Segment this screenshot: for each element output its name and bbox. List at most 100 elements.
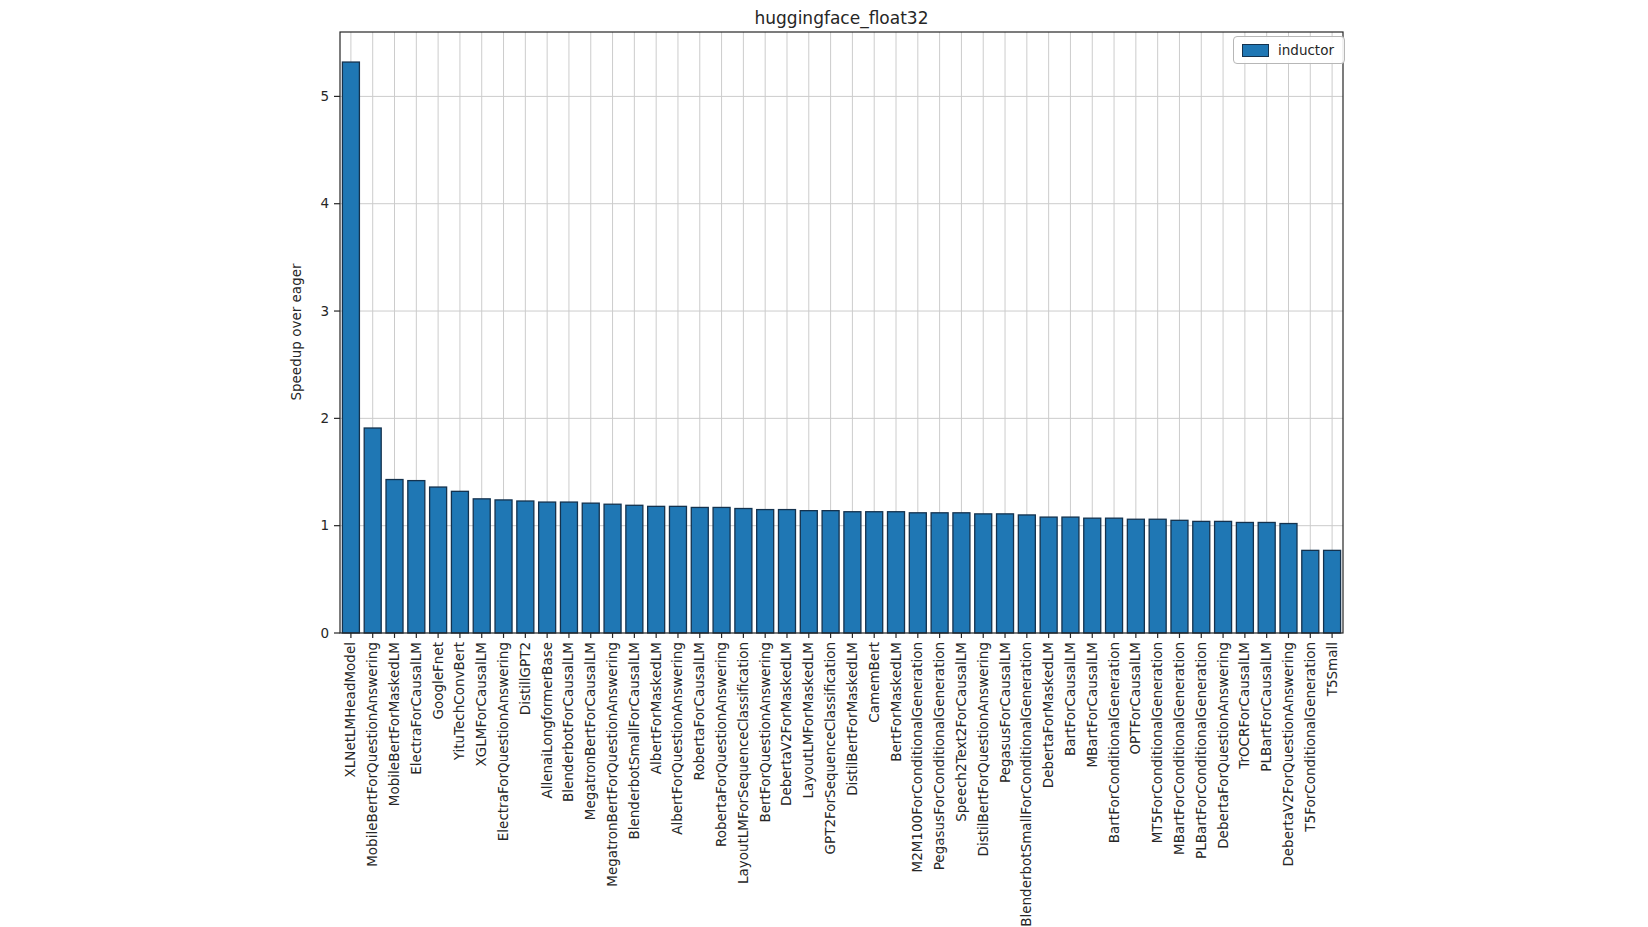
x-tick-label: M2M100ForConditionalGeneration [909, 642, 925, 873]
chart-title: huggingface_float32 [340, 8, 1343, 28]
x-tick-label: PLBartForConditionalGeneration [1193, 642, 1209, 859]
y-tick-label: 3 [320, 303, 329, 319]
bar [1236, 522, 1253, 633]
bar [822, 511, 839, 633]
legend-label: inductor [1278, 42, 1334, 58]
x-tick-label: BartForConditionalGeneration [1106, 642, 1122, 843]
x-tick-label: DebertaV2ForMaskedLM [778, 642, 794, 806]
bar [495, 500, 512, 633]
bar [408, 481, 425, 633]
x-tick-label: XGLMForCausalLM [473, 642, 489, 766]
x-tick-label: T5Small [1324, 642, 1340, 697]
bar-chart: 0 1 2 3 4 5 XLNetLMHeadModel MobileBertForQuest… [0, 0, 1648, 927]
bar [669, 506, 686, 633]
bar [604, 504, 621, 633]
y-axis-label: Speedup over eager [288, 263, 304, 400]
bar [909, 513, 926, 633]
bar [713, 507, 730, 633]
bar [1127, 519, 1144, 633]
bar [975, 514, 992, 633]
x-tick-label: LayoutLMForMaskedLM [800, 642, 816, 799]
x-tick-label: DebertaForQuestionAnswering [1215, 642, 1231, 849]
x-tick-label: ElectraForQuestionAnswering [495, 642, 511, 841]
x-tick-label: AlbertForMaskedLM [648, 642, 664, 774]
x-tick-label: PegasusForConditionalGeneration [931, 642, 947, 870]
bar [430, 487, 447, 633]
bar [517, 501, 534, 633]
bar [735, 509, 752, 633]
x-tick-label: BlenderbotSmallForConditionalGeneration [1018, 642, 1034, 927]
bar [800, 511, 817, 633]
bar [648, 506, 665, 633]
bar [451, 491, 468, 633]
bar [1280, 524, 1297, 633]
bar [473, 499, 490, 633]
x-tick-label: PLBartForCausalLM [1258, 642, 1274, 772]
x-tick-label: BartForCausalLM [1062, 642, 1078, 756]
bar [1040, 517, 1057, 633]
x-tick-label: AllenaiLongformerBase [539, 642, 555, 799]
x-tick-label: YituTechConvBert [451, 642, 467, 761]
x-tick-label: BertForMaskedLM [888, 642, 904, 762]
x-tick-label: PegasusForCausalLM [997, 642, 1013, 783]
x-tick-label: GPT2ForSequenceClassification [822, 642, 838, 854]
bar [997, 514, 1014, 633]
bar [931, 513, 948, 633]
x-tick-label: RobertaForQuestionAnswering [713, 642, 729, 847]
y-tick-label: 0 [320, 625, 329, 641]
x-tick-label: DistilBertForQuestionAnswering [975, 642, 991, 856]
x-tick-label: CamemBert [866, 642, 882, 723]
y-tick-label: 1 [320, 517, 329, 533]
x-tick-label: BlenderbotForCausalLM [560, 642, 576, 802]
bar [1106, 518, 1123, 633]
legend: inductor [1233, 36, 1345, 64]
x-tick-label: BertForQuestionAnswering [757, 642, 773, 822]
x-tick-label: Speech2Text2ForCausalLM [953, 642, 969, 822]
bar [1193, 521, 1210, 633]
bar [1302, 550, 1319, 633]
x-tick-label: MegatronBertForCausalLM [582, 642, 598, 820]
bar [1324, 550, 1341, 633]
x-tick-label: MobileBertForQuestionAnswering [364, 642, 380, 867]
bar [364, 428, 381, 633]
bar [1018, 515, 1035, 633]
bar [691, 507, 708, 633]
y-tick-label: 2 [320, 410, 329, 426]
x-tick-label: MBartForCausalLM [1084, 642, 1100, 768]
y-tick-label: 4 [320, 195, 329, 211]
bar [386, 480, 403, 633]
bar [757, 510, 774, 633]
x-tick-label: MBartForConditionalGeneration [1171, 642, 1187, 855]
x-tick-label: MobileBertForMaskedLM [386, 642, 402, 806]
x-tick-label: MegatronBertForQuestionAnswering [604, 642, 620, 887]
x-tick-label: AlbertForQuestionAnswering [669, 642, 685, 835]
x-tick-label: BlenderbotSmallForCausalLM [626, 642, 642, 840]
bar [1258, 522, 1275, 633]
x-tick-label: ElectraForCausalLM [408, 642, 424, 775]
x-tick-label: DistilBertForMaskedLM [844, 642, 860, 796]
bar [1062, 517, 1079, 633]
x-tick-label: MT5ForConditionalGeneration [1149, 642, 1165, 843]
x-tick-label: TrOCRForCausalLM [1236, 642, 1252, 770]
figure: 0 1 2 3 4 5 XLNetLMHeadModel MobileBertForQuest… [0, 0, 1648, 927]
bar [582, 503, 599, 633]
x-tick-label: RobertaForCausalLM [691, 642, 707, 781]
bar [560, 502, 577, 633]
bar [888, 512, 905, 633]
bar [1149, 519, 1166, 633]
x-tick-label: DebertaForMaskedLM [1040, 642, 1056, 788]
x-tick-label: OPTForCausalLM [1127, 642, 1143, 755]
x-tick-label: GoogleFnet [430, 642, 446, 720]
x-tick-label: LayoutLMForSequenceClassification [735, 642, 751, 884]
y-tick-label: 5 [320, 88, 329, 104]
bar [1084, 518, 1101, 633]
bar [539, 502, 556, 633]
bar [1215, 521, 1232, 633]
x-tick-label: DistillGPT2 [517, 642, 533, 715]
x-tick-label: XLNetLMHeadModel [342, 642, 358, 777]
x-tick-label: DebertaV2ForQuestionAnswering [1280, 642, 1296, 867]
bar [953, 513, 970, 633]
bar [778, 510, 795, 633]
bar [342, 62, 359, 633]
bar [866, 512, 883, 633]
